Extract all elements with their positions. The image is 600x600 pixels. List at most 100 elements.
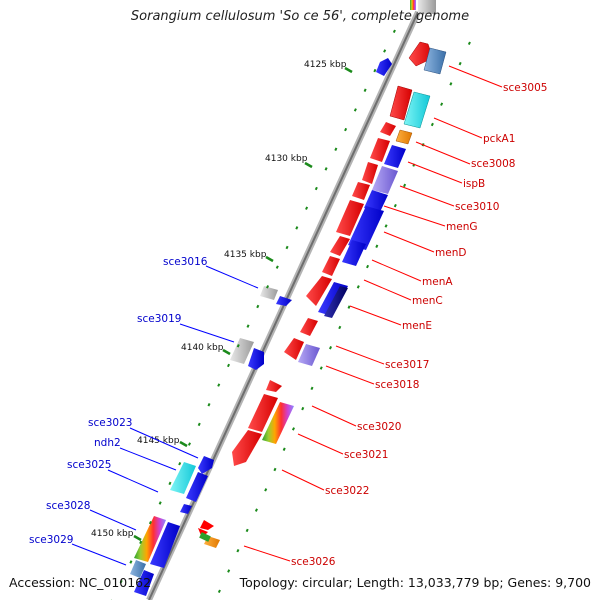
track-dot xyxy=(383,49,387,53)
gene-top-clipped xyxy=(410,0,436,14)
length-value: 13,033,779 bp xyxy=(407,575,500,590)
track-dot xyxy=(291,427,295,431)
track-dot xyxy=(356,285,360,289)
track-dot xyxy=(158,501,162,505)
track-dot xyxy=(273,467,277,472)
gene-label[interactable]: menG xyxy=(446,221,477,233)
accession-info: Accession: NC_010162 xyxy=(9,575,151,590)
track-dot xyxy=(129,560,133,564)
gene-label[interactable]: menD xyxy=(435,247,466,259)
gene-label[interactable]: ispB xyxy=(463,178,485,190)
gene-label[interactable]: sce3018 xyxy=(375,379,419,391)
track-dot xyxy=(392,29,396,34)
track-dot xyxy=(227,569,231,573)
track-dot xyxy=(310,386,314,391)
track-dot xyxy=(178,461,182,466)
track-dot xyxy=(119,579,123,584)
track-dots xyxy=(110,29,471,600)
track-dot xyxy=(226,363,231,368)
gene-label[interactable]: sce3029 xyxy=(29,534,73,546)
track-dot xyxy=(295,226,299,230)
gene-label[interactable]: sce3005 xyxy=(503,82,547,94)
track-dot xyxy=(347,305,351,309)
gene-label[interactable]: menA xyxy=(422,276,453,288)
track-dot xyxy=(338,325,342,330)
track-dot xyxy=(363,88,367,92)
gene-label[interactable]: menE xyxy=(402,320,432,332)
track-dot xyxy=(275,265,279,269)
forward-strand-genes xyxy=(198,41,447,548)
track-dot xyxy=(344,127,348,132)
gene-label[interactable]: sce3016 xyxy=(163,256,208,268)
gene-label[interactable]: sce3025 xyxy=(67,459,111,471)
topology-label: Topology: xyxy=(239,575,303,590)
gene-label[interactable]: sce3028 xyxy=(46,500,90,512)
track-dot xyxy=(246,324,250,328)
track-dot xyxy=(264,488,268,492)
track-dot xyxy=(319,366,323,370)
track-dot xyxy=(217,383,221,387)
track-dot xyxy=(366,264,370,269)
right-gene-labels: sce3005 pckA1 sce3008 ispB sce3010 menG … xyxy=(243,65,547,568)
track-dot xyxy=(384,224,388,228)
track-dot xyxy=(256,304,260,309)
track-dot xyxy=(375,244,379,248)
accession-label: Accession: xyxy=(9,575,80,590)
gene-label[interactable]: sce3019 xyxy=(137,313,181,325)
gene-label[interactable]: sce3023 xyxy=(88,417,132,429)
length-label: ; Length: xyxy=(348,575,408,590)
gene-label[interactable]: sce3022 xyxy=(325,485,369,497)
track-dot xyxy=(148,520,152,525)
genome-stats: Topology: circular; Length: 13,033,779 b… xyxy=(240,575,591,590)
track-dot xyxy=(353,108,357,112)
track-dot xyxy=(254,508,258,512)
kbp-tick-label: 4140 kbp xyxy=(181,343,224,353)
gene-label[interactable]: sce3026 xyxy=(291,556,336,568)
gene-label[interactable]: sce3021 xyxy=(344,449,388,461)
accession-value: NC_010162 xyxy=(79,575,152,590)
track-dot xyxy=(305,206,309,210)
gene-label[interactable]: sce3017 xyxy=(385,359,429,371)
track-dot xyxy=(266,285,270,289)
track-dot xyxy=(449,82,453,86)
track-dot xyxy=(236,548,240,553)
track-dot xyxy=(282,447,286,451)
track-dot xyxy=(393,203,397,208)
track-dot xyxy=(324,167,328,171)
track-dot xyxy=(207,403,211,407)
kbp-tick-label: 4125 kbp xyxy=(304,60,347,70)
track-dot xyxy=(187,442,191,446)
track-dot xyxy=(403,183,407,188)
track-dot xyxy=(217,589,221,594)
genes-value: 9,700 xyxy=(555,575,591,590)
left-gene-labels: sce3016 sce3019 sce3023 ndh2 sce3025 sce… xyxy=(29,256,259,566)
track-dot xyxy=(197,422,201,427)
track-dot xyxy=(334,147,338,151)
gene-label[interactable]: sce3008 xyxy=(471,158,515,170)
genome-backbone xyxy=(146,10,421,600)
track-dot xyxy=(168,481,172,486)
topology-value: circular xyxy=(302,575,349,590)
track-dot xyxy=(430,122,434,127)
reverse-strand-genes xyxy=(130,58,392,596)
track-dot xyxy=(440,102,444,106)
gene-label[interactable]: menC xyxy=(412,295,443,307)
track-dot xyxy=(245,528,249,533)
track-dot xyxy=(285,245,289,250)
track-dot xyxy=(373,68,377,73)
gene-label[interactable]: pckA1 xyxy=(483,133,515,145)
gene-label[interactable]: sce3010 xyxy=(455,201,499,213)
gene-label[interactable]: sce3020 xyxy=(357,421,401,433)
track-dot xyxy=(301,406,305,411)
kbp-tick-label: 4135 kbp xyxy=(224,250,267,260)
track-dot xyxy=(139,540,143,545)
kbp-tick-label: 4130 kbp xyxy=(265,154,308,164)
track-dot xyxy=(329,346,333,350)
track-dot xyxy=(458,61,462,66)
track-dot xyxy=(467,41,471,46)
genes-label: ; Genes: xyxy=(499,575,556,590)
gene-label[interactable]: ndh2 xyxy=(94,437,121,449)
kbp-tick-label: 4150 kbp xyxy=(91,529,134,539)
genome-title: Sorangium cellulosum 'So ce 56', complet… xyxy=(130,9,470,24)
